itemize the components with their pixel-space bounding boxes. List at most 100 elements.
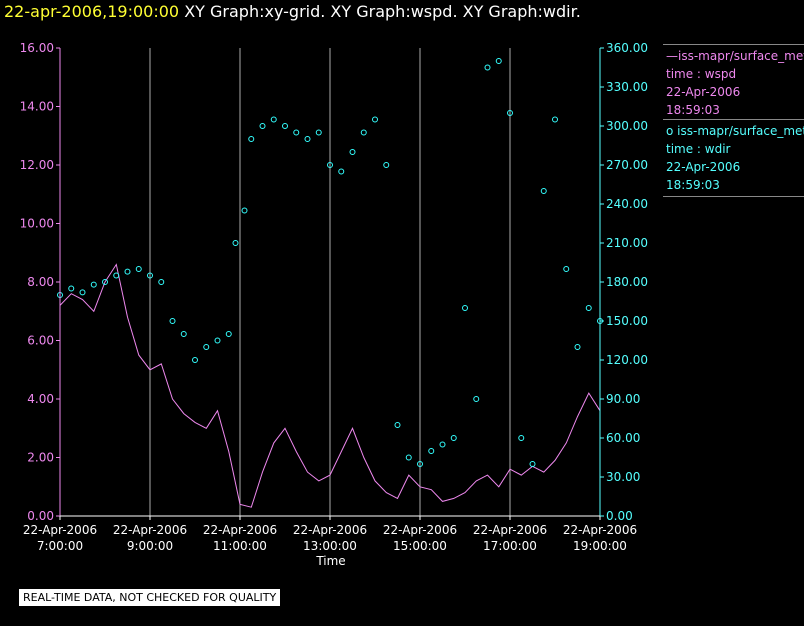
chart-title: 22-apr-2006,19:00:00 XY Graph:xy-grid. X… bbox=[4, 2, 581, 21]
x-tick-time: 11:00:00 bbox=[213, 539, 267, 553]
wdir-point bbox=[585, 305, 592, 311]
x-tick-date: 22-Apr-2006 bbox=[23, 523, 97, 537]
right-tick-label: 210.00 bbox=[606, 236, 648, 250]
wdir-point bbox=[529, 461, 536, 467]
left-tick-label: 6.00 bbox=[27, 334, 54, 348]
wdir-point bbox=[147, 272, 153, 279]
wdir-point bbox=[495, 58, 502, 64]
wdir-point bbox=[282, 123, 288, 129]
right-tick-label: 0.00 bbox=[606, 509, 633, 523]
wdir-point bbox=[360, 129, 367, 136]
title-datetime: 22-apr-2006,19:00:00 bbox=[4, 2, 180, 21]
x-tick-date: 22-Apr-2006 bbox=[203, 523, 277, 537]
wdir-point bbox=[563, 266, 570, 272]
x-tick-date: 22-Apr-2006 bbox=[293, 523, 367, 537]
wdir-point bbox=[304, 136, 311, 142]
right-y-axis: 0.00 30.00 60.00 90.00 120.00 150.00 180.00 210… bbox=[599, 41, 648, 523]
wdir-point bbox=[450, 435, 457, 441]
left-tick-label: 10.00 bbox=[20, 217, 54, 231]
wdir-point bbox=[507, 110, 513, 116]
wdir-point bbox=[439, 441, 446, 448]
wdir-point bbox=[180, 331, 187, 337]
wdir-point bbox=[372, 116, 378, 123]
legend-wdir-date: 22-Apr-2006 bbox=[666, 160, 741, 174]
wdir-point bbox=[259, 123, 266, 129]
wdir-point bbox=[241, 207, 248, 214]
title-graph-list: XY Graph:xy-grid. XY Graph:wspd. XY Grap… bbox=[184, 2, 581, 21]
x-tick-time: 13:00:00 bbox=[303, 539, 357, 553]
right-tick-label: 150.00 bbox=[606, 314, 648, 328]
wdir-point bbox=[232, 240, 239, 246]
right-tick-label: 180.00 bbox=[606, 275, 648, 289]
wdir-point bbox=[462, 305, 468, 311]
wdir-point bbox=[327, 162, 333, 168]
wdir-point bbox=[349, 149, 356, 155]
wdir-point bbox=[383, 162, 390, 168]
wdir-point bbox=[405, 454, 412, 461]
legend-wdir-time: 18:59:03 bbox=[666, 178, 720, 192]
x-tick-date: 22-Apr-2006 bbox=[383, 523, 457, 537]
wdir-point bbox=[90, 281, 97, 288]
wspd-line bbox=[59, 263, 601, 508]
legend-wspd: —iss-mapr/surface_met time : wspd 22-Apr… bbox=[663, 44, 804, 119]
wdir-point bbox=[315, 129, 322, 136]
right-tick-label: 330.00 bbox=[606, 80, 648, 94]
left-tick-label: 4.00 bbox=[27, 392, 54, 406]
x-tick-date: 22-Apr-2006 bbox=[113, 523, 187, 537]
wdir-point bbox=[270, 116, 277, 123]
legend-wspd-name: iss-mapr/surface_met bbox=[678, 49, 804, 63]
wdir-point bbox=[113, 272, 120, 279]
x-tick-time: 15:00:00 bbox=[393, 539, 447, 553]
wdir-point bbox=[428, 448, 435, 454]
wdir-point bbox=[124, 268, 131, 275]
wdir-point bbox=[417, 461, 423, 467]
wdir-point bbox=[293, 129, 300, 136]
legend-wspd-time: 18:59:03 bbox=[666, 103, 720, 117]
vertical-grid-lines bbox=[59, 48, 601, 516]
legend-line-marker: — bbox=[666, 49, 678, 63]
wdir-point bbox=[518, 435, 525, 441]
x-axis: 22-Apr-2006 7:00:00 22-Apr-2006 9:00:00 22-A… bbox=[23, 515, 637, 553]
left-tick-label: 0.00 bbox=[27, 509, 54, 523]
left-tick-label: 16.00 bbox=[20, 41, 54, 55]
x-axis-label: Time bbox=[315, 554, 345, 568]
right-tick-label: 270.00 bbox=[606, 158, 648, 172]
legend-wdir-name: iss-mapr/surface_met bbox=[677, 124, 804, 138]
legend-wdir-var: time : wdir bbox=[666, 142, 731, 156]
legend-wdir: o iss-mapr/surface_met time : wdir 22-Ap… bbox=[663, 119, 804, 197]
wdir-point bbox=[203, 344, 210, 350]
right-tick-label: 240.00 bbox=[606, 197, 648, 211]
left-tick-label: 14.00 bbox=[20, 100, 54, 114]
right-tick-label: 360.00 bbox=[606, 41, 648, 55]
legend-circle-marker: o bbox=[666, 124, 674, 138]
left-tick-label: 2.00 bbox=[27, 451, 54, 465]
right-tick-label: 90.00 bbox=[606, 392, 640, 406]
wdir-point bbox=[540, 188, 547, 194]
x-tick-time: 9:00:00 bbox=[127, 539, 173, 553]
wdir-point bbox=[484, 64, 491, 71]
left-tick-label: 12.00 bbox=[20, 158, 54, 172]
wdir-point bbox=[225, 331, 232, 337]
wdir-point bbox=[79, 289, 86, 296]
x-tick-time: 19:00:00 bbox=[573, 539, 627, 553]
left-y-axis: 0.00 2.00 4.00 6.00 8.00 10.00 12.00 14.00 16.00 bbox=[20, 41, 61, 523]
right-tick-label: 300.00 bbox=[606, 119, 648, 133]
wdir-point bbox=[158, 279, 165, 285]
wdir-point bbox=[394, 422, 401, 428]
wspd-series bbox=[59, 263, 601, 508]
x-tick-date: 22-Apr-2006 bbox=[563, 523, 637, 537]
legend: —iss-mapr/surface_met time : wspd 22-Apr… bbox=[663, 44, 804, 197]
wdir-point bbox=[574, 344, 581, 350]
left-tick-label: 8.00 bbox=[27, 275, 54, 289]
wdir-point bbox=[169, 318, 176, 324]
right-tick-label: 60.00 bbox=[606, 431, 640, 445]
x-tick-time: 7:00:00 bbox=[37, 539, 83, 553]
wdir-point bbox=[473, 396, 480, 402]
right-tick-label: 120.00 bbox=[606, 353, 648, 367]
wdir-point bbox=[338, 168, 345, 175]
wdir-point bbox=[135, 266, 142, 272]
x-tick-time: 17:00:00 bbox=[483, 539, 537, 553]
wdir-point bbox=[214, 337, 221, 344]
quality-warning: REAL-TIME DATA, NOT CHECKED FOR QUALITY bbox=[19, 589, 281, 606]
